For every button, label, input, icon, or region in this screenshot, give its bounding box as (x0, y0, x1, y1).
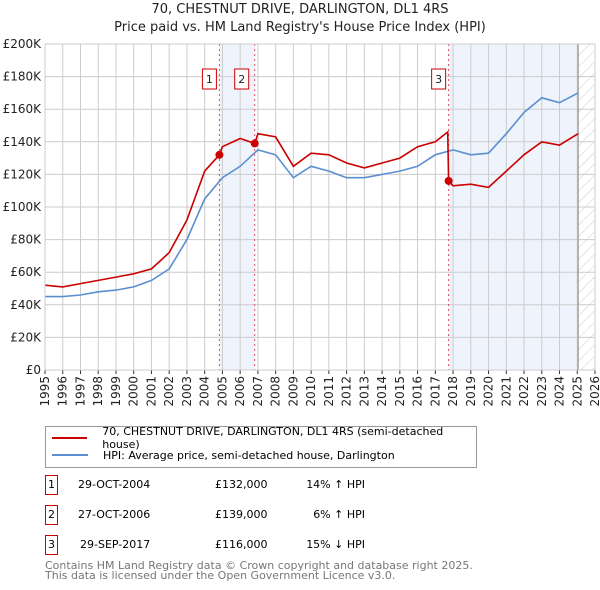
x-tick-label: 2000 (127, 376, 141, 407)
x-tick-label: 2016 (411, 376, 425, 407)
sale-label-text: 3 (435, 73, 442, 86)
x-tick-label: 2020 (482, 376, 496, 407)
y-tick-label: £140K (3, 135, 43, 149)
x-tick-label: 2008 (269, 376, 283, 407)
x-tick-label: 2011 (322, 376, 336, 407)
legend-blue-line (52, 454, 88, 456)
x-tick-label: 2014 (375, 376, 389, 407)
legend: 70, CHESTNUT DRIVE, DARLINGTON, DL1 4RS … (45, 425, 477, 468)
sale-label-text: 2 (238, 73, 245, 86)
y-tick-label: £80K (10, 233, 42, 247)
sale-date: 27-OCT-2006 (78, 508, 151, 521)
x-tick-label: 2005 (215, 376, 229, 407)
x-tick-label: 2021 (499, 376, 513, 407)
sale-row: 1 29-OCT-2004 £132,000 14% ↑ HPI (45, 475, 600, 495)
sale-point (444, 176, 453, 185)
y-tick-label: £40K (10, 298, 42, 312)
x-tick-label: 2010 (304, 376, 318, 407)
x-tick-label: 2002 (162, 376, 176, 407)
sale-label: 1 (201, 68, 217, 90)
sale-label-text: 1 (206, 73, 213, 86)
plot-area: 1995 1996 1997 1998 1999 2000 2001 2002 2003 2004… (3, 37, 600, 407)
x-tick-label: 1995 (38, 376, 52, 407)
x-tick-label: 2006 (233, 376, 247, 407)
x-tick-label: 2015 (393, 376, 407, 407)
y-tick-label: £0 (26, 363, 41, 377)
x-tick-label: 2018 (446, 376, 460, 407)
x-tick-label: 2022 (517, 376, 531, 407)
x-tick-label: 1997 (73, 376, 87, 407)
x-tick-label: 2012 (340, 376, 354, 407)
x-tick-label: 2009 (286, 376, 300, 407)
x-tick-label: 1996 (56, 376, 70, 407)
hpi-line (45, 92, 579, 298)
x-tick-label: 1998 (91, 376, 105, 407)
footer: Contains HM Land Registry data © Crown c… (45, 559, 473, 582)
sale-badge: 2 (45, 505, 58, 525)
y-tick-label: £60K (10, 265, 42, 279)
sale-date: 29-OCT-2004 (78, 478, 151, 491)
x-tick-label: 2019 (464, 376, 478, 407)
sale-date: 29-SEP-2017 (80, 538, 151, 551)
x-tick-label: 2003 (180, 376, 194, 407)
sale-label-box (234, 68, 250, 90)
y-tick-label: £100K (3, 200, 43, 214)
sale-label: 2 (234, 68, 250, 90)
x-tick-label: 2023 (535, 376, 549, 407)
sale-price: £116,000 (215, 538, 268, 551)
y-tick-label: £180K (3, 70, 43, 84)
x-tick-label: 2026 (588, 376, 600, 407)
x-tick-label: 2004 (198, 376, 212, 407)
legend-label-hpi: HPI: Average price, semi-detached house,… (103, 448, 395, 462)
x-tick-label: 2007 (251, 376, 265, 407)
sale-hpi: 15% ↓ HPI (306, 538, 365, 551)
legend-label-property: 70, CHESTNUT DRIVE, DARLINGTON, DL1 4RS … (102, 425, 444, 451)
legend-red-line (52, 437, 88, 439)
sale-label-box (431, 68, 447, 90)
sale-point (250, 139, 259, 148)
chart-title: 70, CHESTNUT DRIVE, DARLINGTON, DL1 4RS (151, 2, 449, 17)
sale-hpi: 14% ↑ HPI (306, 478, 365, 491)
x-tick-label: 2024 (553, 376, 567, 407)
footer-line: This data is licensed under the Open Gov… (45, 569, 396, 582)
sale-badge: 1 (45, 475, 58, 495)
sale-label: 3 (431, 68, 447, 90)
sale-badge: 3 (45, 535, 58, 555)
footer-line: Contains HM Land Registry data © Crown c… (45, 559, 473, 572)
x-tick-label: 2001 (144, 376, 158, 407)
y-tick-label: £200K (3, 37, 43, 51)
chart-subtitle: Price paid vs. HM Land Registry's House … (114, 20, 486, 35)
x-tick-label: 1999 (109, 376, 123, 407)
sale-price: £139,000 (215, 508, 268, 521)
sale-label-box (201, 68, 217, 90)
plot-frame (44, 43, 596, 371)
sale-row: 3 29-SEP-2017 £116,000 15% ↓ HPI (45, 535, 600, 555)
sale-row: 2 27-OCT-2006 £139,000 6% ↑ HPI (45, 505, 600, 525)
sale-point (215, 150, 224, 159)
x-tick-label: 2017 (428, 376, 442, 407)
x-tick-label: 2013 (357, 376, 371, 407)
x-tick-label: 2025 (570, 376, 584, 407)
sale-price: £132,000 (215, 478, 268, 491)
y-tick-label: £160K (3, 102, 43, 116)
property-price-line (44, 130, 579, 288)
y-tick-label: £20K (10, 330, 42, 344)
sale-hpi: 6% ↑ HPI (313, 508, 365, 521)
y-tick-label: £120K (3, 167, 43, 181)
